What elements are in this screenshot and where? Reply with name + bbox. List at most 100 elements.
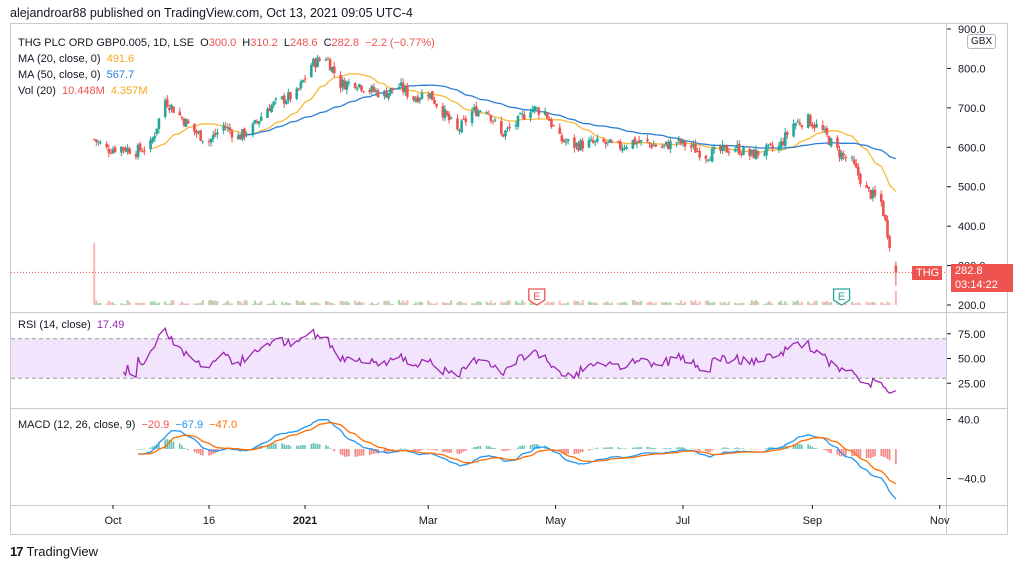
- volume-bar: [740, 302, 743, 305]
- volume-bar: [865, 301, 868, 305]
- candle-body: [370, 86, 374, 92]
- volume-bar: [617, 302, 620, 305]
- macd-histogram-bar: [728, 448, 730, 449]
- macd-value: −67.9: [175, 419, 204, 431]
- volume-bar: [199, 302, 202, 305]
- macd-tick-label: −40.0: [958, 474, 986, 486]
- candle-body: [667, 142, 670, 150]
- volume-bar: [222, 303, 225, 305]
- macd-histogram-bar: [289, 445, 292, 449]
- volume-bar: [692, 302, 695, 305]
- volume-bar: [260, 300, 263, 305]
- candle-body: [314, 59, 317, 68]
- volume-bar: [663, 302, 666, 305]
- candle-body: [368, 90, 372, 93]
- candle-body: [888, 236, 891, 249]
- volume-bar: [738, 303, 741, 305]
- candle-body: [740, 154, 743, 156]
- macd-label: MACD (12, 26, close, 9): [18, 419, 136, 431]
- macd-legend[interactable]: MACD (12, 26, close, 9) −20.9 −67.9 −47.…: [18, 418, 240, 432]
- candle-body: [239, 135, 242, 140]
- rsi-tick-label: 75.00: [958, 329, 986, 341]
- price-tick-label: 900.0: [958, 24, 986, 36]
- volume-bar: [596, 303, 599, 305]
- volume-bar: [765, 303, 768, 305]
- tradingview-footer[interactable]: 17 TradingView: [10, 544, 98, 559]
- macd-histogram-bar: [529, 445, 532, 449]
- candle-body: [487, 113, 491, 115]
- candle-body: [155, 128, 159, 134]
- volume-bar: [606, 301, 609, 305]
- volume-bar: [750, 300, 753, 305]
- macd-histogram-bar: [151, 446, 154, 449]
- candle-body: [823, 129, 827, 131]
- volume-bar: [339, 300, 342, 305]
- ma20-legend[interactable]: MA (20, close, 0) 491.6: [18, 52, 137, 66]
- candle-body: [316, 57, 319, 68]
- macd-histogram-bar: [181, 445, 183, 449]
- volume-bar: [821, 301, 824, 305]
- vol-legend[interactable]: Vol (20) 10.448M 4.357M: [18, 84, 151, 98]
- macd-histogram-bar: [404, 448, 407, 450]
- macd-histogram-bar: [811, 446, 814, 449]
- candle-body: [696, 151, 699, 153]
- candle-body: [165, 99, 169, 107]
- candle-body: [581, 140, 585, 149]
- volume-bar: [698, 301, 701, 305]
- macd-histogram-bar: [229, 449, 231, 450]
- macd-histogram-bar: [331, 449, 334, 450]
- macd-histogram-bar: [667, 448, 670, 450]
- time-tick-label: Nov: [930, 515, 950, 527]
- volume-bar: [882, 303, 885, 305]
- ma50-legend[interactable]: MA (50, close, 0) 567.7: [18, 68, 137, 82]
- symbol-label[interactable]: THG PLC ORD GBP0.005, 1D, LSE: [18, 37, 195, 49]
- candle-body: [341, 79, 344, 88]
- macd-histogram-bar: [767, 447, 770, 449]
- macd-tick-label: 40.0: [958, 415, 979, 427]
- candle-body: [105, 143, 109, 148]
- candle-body: [485, 112, 488, 114]
- macd-histogram-bar: [755, 448, 757, 450]
- macd-histogram-bar: [304, 445, 306, 449]
- macd-histogram-bar: [794, 443, 797, 449]
- h-value: 310.2: [250, 37, 278, 49]
- macd-histogram-bar: [385, 449, 388, 453]
- macd-histogram-bar: [179, 443, 181, 449]
- volume-bar: [105, 303, 108, 305]
- volume-bar: [575, 301, 578, 305]
- candle-body: [712, 147, 716, 150]
- macd-histogram-bar: [661, 448, 663, 450]
- candle-body: [796, 121, 800, 123]
- candle-body: [535, 107, 539, 109]
- macd-histogram-bar: [139, 448, 141, 450]
- macd-histogram-bar: [295, 445, 298, 449]
- volume-bar: [661, 301, 664, 305]
- candle-body: [403, 86, 407, 93]
- macd-histogram-bar: [822, 449, 824, 450]
- o-value: 300.0: [208, 37, 237, 49]
- ma20-label: MA (20, close, 0): [18, 53, 101, 65]
- macd-histogram-bar: [368, 449, 371, 456]
- candle-body: [518, 113, 522, 115]
- candle-body: [813, 125, 816, 129]
- macd-histogram-bar: [895, 449, 897, 465]
- macd-histogram-bar: [625, 448, 628, 450]
- volume-bar: [93, 242, 96, 305]
- candle-body: [97, 141, 100, 143]
- rsi-legend[interactable]: RSI (14, close) 17.49: [18, 318, 127, 332]
- volume-bar: [508, 300, 511, 305]
- macd-histogram-bar: [354, 449, 356, 457]
- macd-histogram-bar: [272, 443, 275, 449]
- volume-bar: [358, 301, 361, 305]
- volume-bar: [828, 302, 831, 305]
- candle-body: [489, 115, 493, 121]
- volume-bar: [813, 301, 816, 305]
- volume-bar: [168, 303, 171, 305]
- candle-body: [867, 186, 871, 189]
- currency-badge[interactable]: GBX: [967, 34, 997, 49]
- candle-body: [575, 142, 578, 147]
- candle-body: [360, 85, 363, 91]
- volume-bar: [777, 301, 780, 305]
- candle-body: [725, 144, 729, 153]
